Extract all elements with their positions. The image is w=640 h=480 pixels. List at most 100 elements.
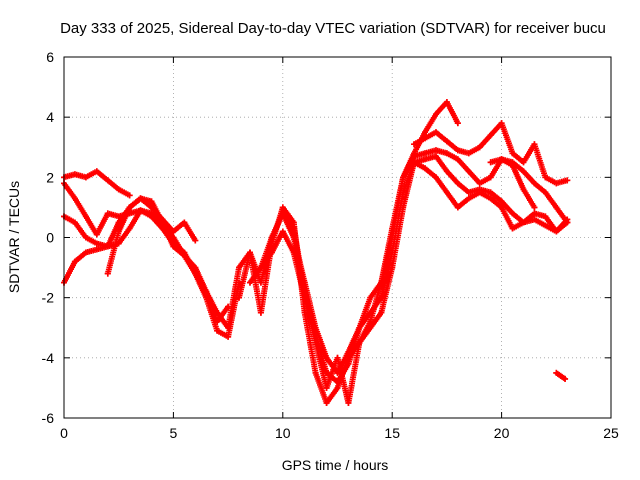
data-point xyxy=(509,150,516,157)
data-point xyxy=(214,327,221,334)
data-point xyxy=(422,165,429,172)
x-tick-label: 5 xyxy=(170,425,178,441)
data-point xyxy=(531,204,538,211)
data-point xyxy=(170,243,177,250)
data-point xyxy=(257,309,264,316)
data-point xyxy=(389,264,396,271)
data-point xyxy=(323,384,330,391)
data-point xyxy=(531,210,538,217)
data-point xyxy=(487,132,494,139)
data-point xyxy=(542,189,549,196)
data-point xyxy=(93,231,100,238)
x-tick-label: 20 xyxy=(494,425,510,441)
data-point xyxy=(192,237,199,244)
data-point xyxy=(170,228,177,235)
y-axis-label: SDTVAR / TECUs xyxy=(6,181,22,293)
data-point xyxy=(345,399,352,406)
data-point xyxy=(71,195,78,202)
data-point xyxy=(126,225,133,232)
data-point xyxy=(487,159,494,166)
x-tick-label: 10 xyxy=(275,425,291,441)
data-point xyxy=(203,288,210,295)
data-point xyxy=(279,210,286,217)
data-point xyxy=(356,339,363,346)
data-point xyxy=(542,174,549,181)
x-axis-label: GPS time / hours xyxy=(282,457,389,473)
data-point xyxy=(411,141,418,148)
data-point xyxy=(498,156,505,163)
data-point xyxy=(115,186,122,193)
data-point xyxy=(137,207,144,214)
data-point xyxy=(465,150,472,157)
data-point xyxy=(454,120,461,127)
data-point xyxy=(531,141,538,148)
data-point xyxy=(454,180,461,187)
data-point xyxy=(279,204,286,211)
x-tick-label: 0 xyxy=(60,425,68,441)
series-10 xyxy=(411,120,571,187)
data-point xyxy=(268,249,275,256)
data-point xyxy=(487,174,494,181)
data-point xyxy=(104,243,111,250)
data-point xyxy=(181,219,188,226)
data-point xyxy=(432,111,439,118)
series-5 xyxy=(104,195,232,325)
data-point xyxy=(553,228,560,235)
data-point xyxy=(562,375,569,382)
data-point xyxy=(290,249,297,256)
data-series xyxy=(61,99,571,406)
data-point xyxy=(465,168,472,175)
data-point xyxy=(542,213,549,220)
data-point xyxy=(82,174,89,181)
data-point xyxy=(345,348,352,355)
data-point xyxy=(323,399,330,406)
data-point xyxy=(312,339,319,346)
data-point xyxy=(509,162,516,169)
data-point xyxy=(214,318,221,325)
data-point xyxy=(104,210,111,217)
axis-ticks: 0 5 10 15 20 25 -6 -4 -2 0 2 4 6 xyxy=(42,49,619,441)
data-point xyxy=(104,270,111,277)
data-point xyxy=(531,216,538,223)
y-tick-label: -2 xyxy=(42,290,55,306)
data-point xyxy=(422,150,429,157)
data-point xyxy=(334,384,341,391)
data-point xyxy=(520,168,527,175)
data-point xyxy=(192,270,199,277)
data-point xyxy=(553,180,560,187)
data-point xyxy=(476,144,483,151)
data-point xyxy=(432,129,439,136)
data-point xyxy=(246,279,253,286)
data-point xyxy=(126,192,133,199)
data-point xyxy=(465,189,472,196)
data-point xyxy=(236,264,243,271)
data-point xyxy=(82,234,89,241)
data-point xyxy=(93,168,100,175)
data-point xyxy=(148,210,155,217)
data-point xyxy=(422,156,429,163)
data-point xyxy=(422,135,429,142)
series-1 xyxy=(61,168,133,199)
data-point xyxy=(454,147,461,154)
data-point xyxy=(509,225,516,232)
x-tick-label: 15 xyxy=(384,425,400,441)
data-point xyxy=(246,249,253,256)
y-tick-label: 0 xyxy=(46,230,54,246)
data-point xyxy=(454,204,461,211)
data-point xyxy=(411,153,418,160)
data-point xyxy=(443,150,450,157)
series-markers xyxy=(104,195,232,325)
data-point xyxy=(367,294,374,301)
data-point xyxy=(498,204,505,211)
data-point xyxy=(531,180,538,187)
data-point xyxy=(411,159,418,166)
plot-area xyxy=(63,56,612,419)
data-point xyxy=(225,303,232,310)
data-point xyxy=(323,354,330,361)
chart-title: Day 333 of 2025, Sidereal Day-to-day VTE… xyxy=(60,20,606,37)
data-point xyxy=(564,216,571,223)
series-12 xyxy=(553,369,569,382)
data-point xyxy=(520,186,527,193)
data-point xyxy=(82,213,89,220)
data-point xyxy=(553,204,560,211)
